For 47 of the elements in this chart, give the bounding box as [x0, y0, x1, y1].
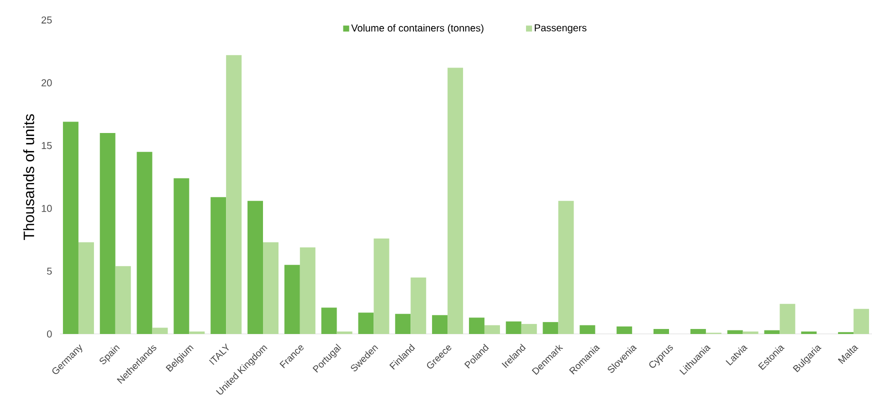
bar: [189, 331, 205, 334]
legend-label: Volume of containers (tonnes): [351, 24, 484, 34]
bar: [336, 331, 352, 334]
bar: [780, 304, 796, 334]
bar: [78, 242, 94, 334]
bar: [432, 315, 448, 334]
bar: [152, 328, 168, 334]
y-tick-label: 0: [47, 330, 52, 338]
y-tick-label: 20: [42, 79, 52, 86]
bar: [62, 122, 78, 334]
bar: [558, 200, 574, 334]
bar: [616, 326, 632, 334]
bar: [484, 325, 500, 334]
bar: [358, 312, 374, 334]
bar: [115, 266, 131, 334]
y-tick-label: 5: [47, 268, 52, 275]
bar: [174, 178, 190, 334]
bar: [506, 321, 522, 334]
bar: [136, 152, 152, 334]
bar: [854, 308, 870, 334]
y-axis-title: Thousands of units: [23, 114, 34, 240]
bar: [654, 328, 670, 334]
bar: [580, 325, 596, 334]
y-tick-label: 15: [42, 142, 52, 150]
bar: [395, 314, 411, 334]
bar: [300, 247, 316, 334]
bar: [410, 277, 426, 334]
bar: [210, 197, 226, 334]
bar: [764, 330, 780, 334]
bar: [284, 264, 300, 334]
bar: [801, 331, 817, 334]
bar: [263, 242, 279, 334]
bar: [521, 324, 537, 334]
bar: [468, 318, 484, 334]
bar: [690, 328, 706, 334]
bar: [248, 200, 264, 334]
bar: [727, 330, 743, 334]
bar: [100, 133, 116, 334]
bar: [542, 322, 558, 334]
bar: [742, 331, 758, 334]
bar: [321, 308, 337, 334]
bar: [374, 238, 390, 334]
legend-label: Passengers: [534, 24, 586, 34]
y-tick-label: 10: [42, 204, 52, 212]
bar: [226, 55, 242, 334]
y-tick-label: 25: [42, 16, 52, 24]
bar: [448, 68, 464, 334]
